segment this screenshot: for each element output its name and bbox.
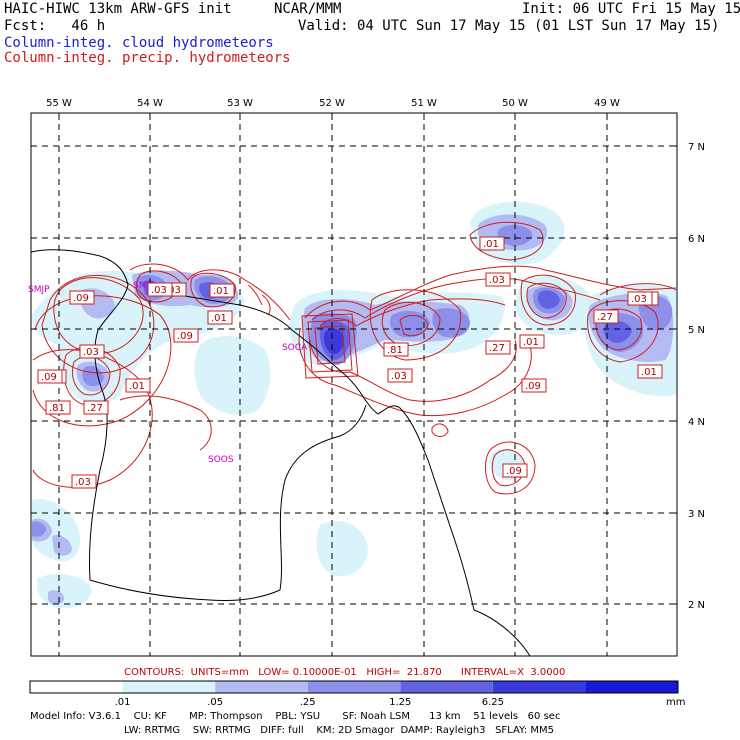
model-info-line1: Model Info: V3.6.1 CU: KF MP: Thompson P… [30,711,561,722]
svg-text:.09: .09 [506,466,522,477]
lat-lon-grid [31,113,677,656]
svg-text:.81: .81 [387,345,403,356]
contour-label: .03 [79,344,105,359]
svg-text:.81: .81 [49,403,65,414]
contour-label: .27 [485,340,511,355]
valid-time: Valid: 04 UTC Sun 17 May 15 (01 LST Sun … [298,18,720,34]
latitude-labels: 7 N 6 N 5 N 4 N 3 N 2 N [688,142,705,611]
svg-text:.01: .01 [213,286,229,297]
svg-text:.09: .09 [73,293,89,304]
lon-label-51w: 51 W [411,98,437,109]
contour-labels: .09 .03 .01 .09 .03 .09 .81 .27 .01 .03 .01 .03 .81.… [37,236,663,489]
svg-text:.03: .03 [75,477,91,488]
contour-label: .09 [37,369,63,384]
svg-text:.03: .03 [165,285,181,296]
colorbar-segment [215,681,308,693]
lon-label-53w: 53 W [227,98,253,109]
lon-label-55w: 55 W [46,98,72,109]
svg-text:.01: .01 [483,239,499,250]
colorbar-segment [400,681,493,693]
svg-text:.09: .09 [525,381,541,392]
lat-label-6n: 6 N [688,234,705,245]
field-cloud-label: Column-integ. cloud hydrometeors [4,35,274,51]
lon-label-52w: 52 W [319,98,345,109]
colorbar-tick-label: 6.25 [482,697,504,708]
contour-label: .01 [125,378,151,393]
contour-label: .03 [485,272,511,287]
colorbar-tick-label: .25 [300,697,316,708]
contour-label: .03 [71,474,97,489]
init-time: Init: 06 UTC Fri 15 May 15 [522,1,740,17]
contour-label: .03 [387,368,413,383]
station-smjp: SMJP [28,285,50,295]
svg-text:.01: .01 [129,381,145,392]
longitude-labels: 55 W 54 W 53 W 52 W 51 W 50 W 49 W [46,98,620,109]
contour-label: .03 [627,291,653,306]
lat-label-5n: 5 N [688,325,705,336]
lat-label-4n: 4 N [688,417,705,428]
station-smja: SMJA [133,281,156,291]
map-frame [30,112,678,657]
title-center: NCAR/MMM [274,1,342,17]
contour-label: .09 [521,378,547,393]
coastline [30,249,531,657]
svg-text:.27: .27 [489,343,505,354]
field-precip-label: Column-integ. precip. hydrometeors [4,50,291,66]
contour-label: .27 [593,309,619,324]
contour-label: .01 [209,283,235,298]
contour-label: .01 [519,334,545,349]
svg-text:.09: .09 [41,372,57,383]
colorbar-segment [492,681,586,693]
svg-text:.09: .09 [177,331,193,342]
contour-label: .81 [45,400,71,415]
svg-text:.27: .27 [597,312,613,323]
svg-text:.01: .01 [641,367,657,378]
contour-info: CONTOURS: UNITS=mm LOW= 0.10000E-01 HIGH… [124,667,566,678]
lon-label-50w: 50 W [502,98,528,109]
colorbar-tick-label: .05 [207,697,223,708]
lon-label-49w: 49 W [594,98,620,109]
contour-label: .01 [207,310,233,325]
contour-label: .01 [479,236,505,251]
contour-label: .03 [147,282,173,297]
lon-label-54w: 54 W [137,98,163,109]
colorbar-segment [122,681,216,693]
svg-text:.03: .03 [83,347,99,358]
station-labels: SMJP SMJA SOCA SOOS [28,281,308,465]
contour-label: .09 [502,463,528,478]
contour-label: .09 [173,328,199,343]
model-info-line2: LW: RRTMG SW: RRTMG DIFF: full KM: 2D Sm… [124,725,554,736]
lat-label-7n: 7 N [688,142,705,153]
svg-text:.01: .01 [211,313,227,324]
colorbar-segment [307,681,401,693]
svg-text:.03: .03 [631,294,647,305]
svg-text:.27: .27 [87,403,103,414]
colorbar-segment [30,681,123,693]
svg-text:.01: .01 [523,337,539,348]
lat-label-2n: 2 N [688,600,705,611]
title-left: HAIC-HIWC 13km ARW-GFS init [4,1,232,17]
svg-text:.03: .03 [151,285,167,296]
contour-label: .27 [83,400,109,415]
colorbar: .01 .05 .25 1.25 6.25 mm [29,680,685,708]
contour-label: .81 [383,342,409,357]
station-soos: SOOS [208,455,234,465]
forecast-hour: Fcst: 46 h [4,18,106,34]
lat-label-3n: 3 N [688,509,705,520]
contour-label: .01 [637,364,663,379]
colorbar-segment [585,681,678,693]
contour-label: .09 [69,290,95,305]
svg-text:.03: .03 [391,371,407,382]
station-soca: SOCA [282,343,308,353]
colorbar-tick-label: 1.25 [389,697,411,708]
colorbar-unit: mm [666,697,685,708]
svg-text:.03: .03 [489,275,505,286]
colorbar-tick-label: .01 [115,697,131,708]
